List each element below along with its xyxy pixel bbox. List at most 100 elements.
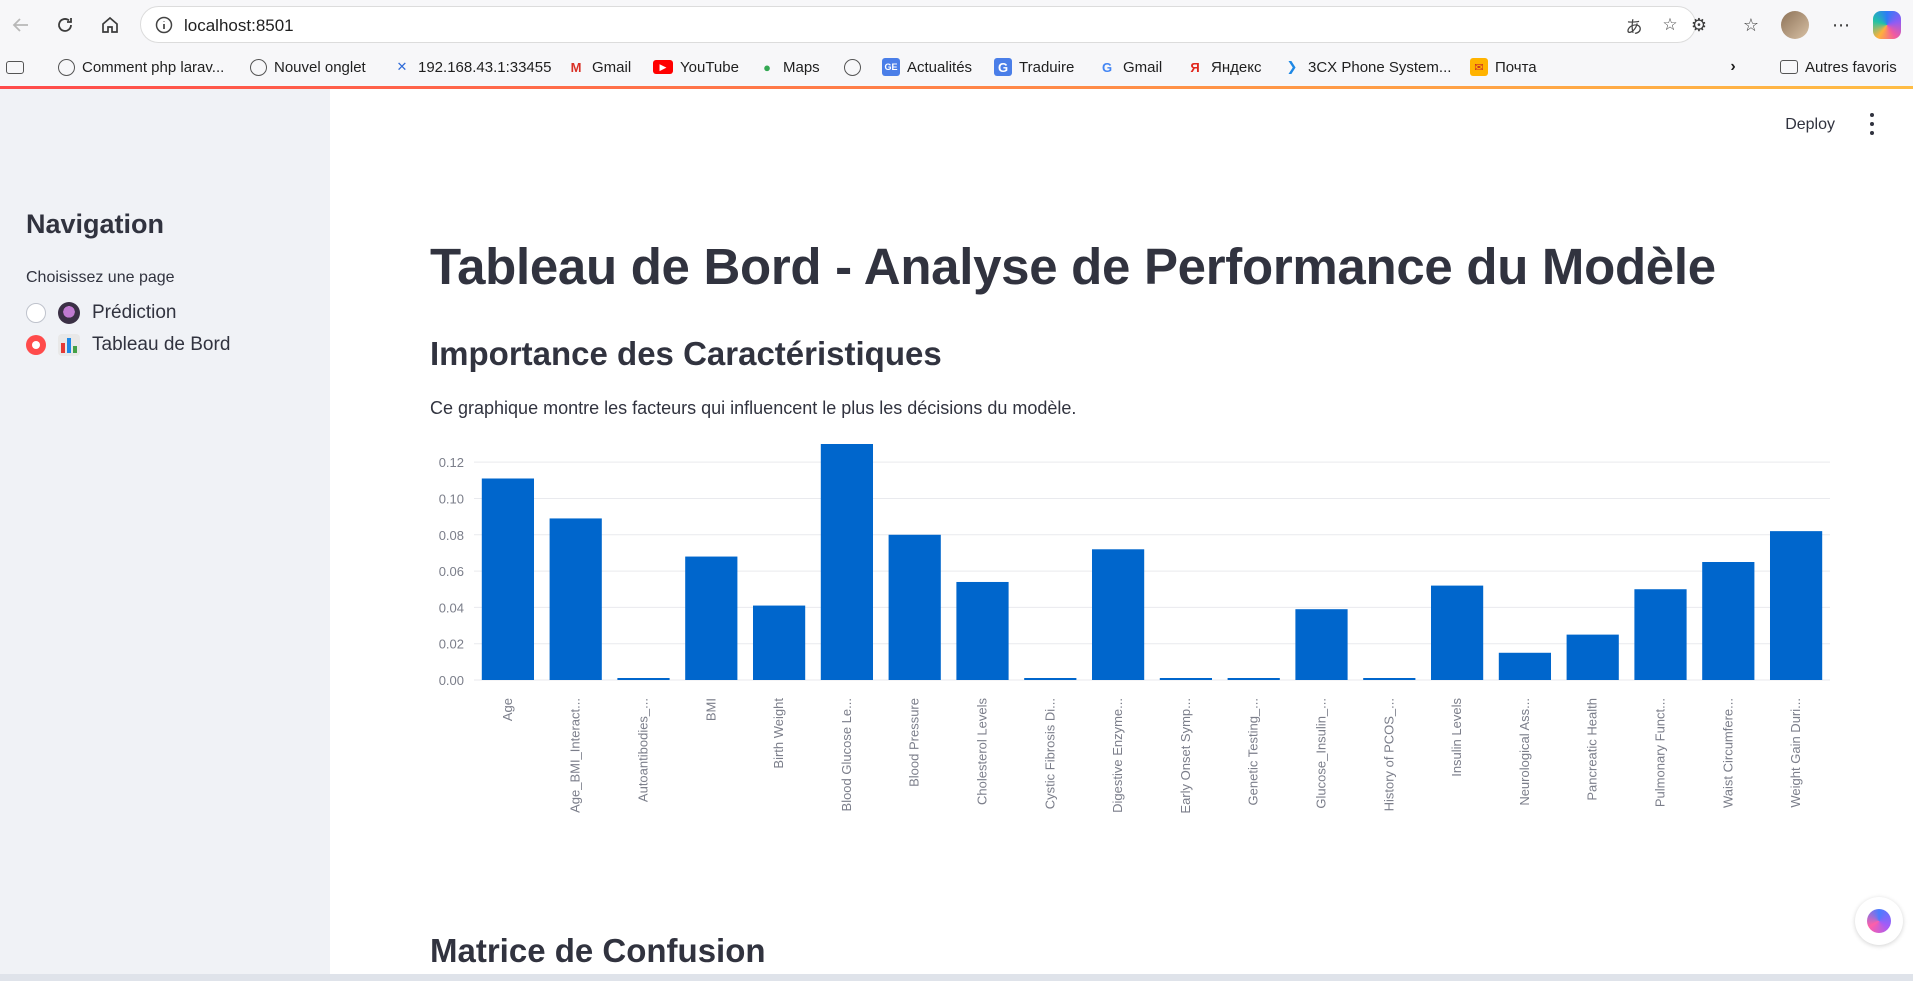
y-tick-label: 0.10 bbox=[439, 491, 464, 506]
bookmark-item[interactable]: G Gmail bbox=[1098, 56, 1162, 78]
main-menu-icon[interactable] bbox=[1869, 113, 1875, 135]
bookmark-item[interactable]: Comment php larav... bbox=[58, 56, 224, 78]
x-tick-label: Weight Gain Duri... bbox=[1788, 698, 1803, 808]
y-tick-label: 0.08 bbox=[439, 528, 464, 543]
bar[interactable] bbox=[1769, 531, 1823, 680]
x-tick-label: Age_BMI_Interact... bbox=[568, 698, 583, 813]
bar[interactable] bbox=[956, 581, 1009, 680]
x-tick-label: Age bbox=[500, 698, 515, 721]
bar[interactable] bbox=[1566, 634, 1619, 680]
bookmark-item[interactable] bbox=[844, 56, 868, 78]
x-tick-label: Autoantibodies_... bbox=[636, 698, 651, 802]
bar-chart-icon bbox=[58, 334, 80, 356]
home-icon[interactable] bbox=[95, 10, 125, 40]
x-tick-label: Birth Weight bbox=[771, 698, 786, 769]
app-accent-line bbox=[0, 86, 1913, 89]
y-tick-label: 0.02 bbox=[439, 637, 464, 652]
bar[interactable] bbox=[1702, 562, 1755, 680]
more-bookmarks-icon[interactable]: › bbox=[1730, 58, 1736, 75]
crystal-ball-icon bbox=[58, 302, 80, 324]
x-tick-label: Blood Glucose Le... bbox=[839, 698, 854, 811]
tab-actions-icon[interactable] bbox=[6, 56, 24, 78]
read-aloud-icon[interactable]: あ bbox=[1625, 17, 1643, 37]
bar[interactable] bbox=[1430, 585, 1484, 680]
copilot-icon[interactable] bbox=[1872, 10, 1902, 40]
deploy-button[interactable]: Deploy bbox=[1785, 116, 1835, 133]
bookmark-item[interactable]: G Traduire bbox=[994, 56, 1074, 78]
bar[interactable] bbox=[1634, 589, 1687, 680]
radio-option-label: Prédiction bbox=[92, 302, 177, 323]
bar[interactable] bbox=[1498, 652, 1552, 680]
section-title-confusion-matrix: Matrice de Confusion bbox=[430, 932, 766, 969]
refresh-icon[interactable] bbox=[50, 10, 80, 40]
address-bar[interactable]: localhost:8501 あ ☆ bbox=[140, 6, 1696, 43]
bar[interactable] bbox=[820, 444, 874, 680]
globe-icon bbox=[58, 58, 75, 76]
bookmark-item[interactable]: ● Maps bbox=[758, 56, 820, 78]
bookmark-item[interactable]: ✉ Почта bbox=[1470, 56, 1537, 78]
x-tick-label: Neurological Ass... bbox=[1517, 698, 1532, 806]
globe-icon bbox=[844, 58, 861, 76]
news-icon: GE bbox=[882, 58, 900, 76]
yandex-icon: Я bbox=[1190, 59, 1200, 75]
y-tick-label: 0.12 bbox=[439, 455, 464, 470]
bar[interactable] bbox=[617, 678, 670, 680]
x-tick-label: Pancreatic Health bbox=[1585, 698, 1600, 801]
x-tick-label: Early Onset Symp... bbox=[1178, 698, 1193, 814]
bookmark-item[interactable]: Nouvel onglet bbox=[250, 56, 366, 78]
x-tick-label: Insulin Levels bbox=[1449, 698, 1464, 777]
bar[interactable] bbox=[888, 534, 941, 680]
3cx-icon: ❯ bbox=[1286, 59, 1298, 74]
site-info-icon[interactable] bbox=[155, 16, 173, 34]
radio-button-selected[interactable] bbox=[26, 335, 46, 355]
radio-option-prediction[interactable]: Prédiction bbox=[26, 302, 177, 324]
youtube-icon: ▶ bbox=[653, 60, 673, 74]
radio-option-dashboard[interactable]: Tableau de Bord bbox=[26, 334, 230, 356]
y-tick-label: 0.00 bbox=[439, 673, 464, 688]
url-text[interactable]: localhost:8501 bbox=[184, 16, 294, 35]
assistant-button[interactable] bbox=[1855, 897, 1903, 945]
browser-toolbar: localhost:8501 あ ☆ ⚙ ☆ ⋯ bbox=[0, 0, 1913, 50]
bar[interactable] bbox=[1363, 678, 1416, 680]
bar[interactable] bbox=[1024, 678, 1077, 680]
mail-icon: ✉ bbox=[1470, 58, 1488, 76]
bookmark-item[interactable]: Я Яндекс bbox=[1186, 56, 1261, 78]
other-favorites[interactable]: Autres favoris bbox=[1780, 56, 1897, 78]
bar[interactable] bbox=[481, 478, 535, 680]
favorite-star-icon[interactable]: ☆ bbox=[1662, 15, 1678, 34]
favorites-icon[interactable]: ☆ bbox=[1742, 14, 1760, 35]
bookmark-item[interactable]: ▶ YouTube bbox=[653, 56, 739, 78]
x-tick-label: BMI bbox=[703, 698, 718, 721]
bar[interactable] bbox=[1159, 678, 1213, 680]
profile-avatar[interactable] bbox=[1780, 10, 1810, 40]
bookmark-item[interactable]: M Gmail bbox=[567, 56, 632, 78]
window-bottom-edge bbox=[0, 974, 1913, 981]
globe-icon bbox=[250, 58, 267, 76]
back-icon[interactable] bbox=[6, 10, 36, 40]
bar[interactable] bbox=[752, 605, 806, 680]
more-menu-icon[interactable]: ⋯ bbox=[1832, 14, 1850, 35]
extensions-icon[interactable]: ⚙ bbox=[1690, 14, 1708, 35]
x-tick-label: Cholesterol Levels bbox=[975, 698, 990, 805]
bar[interactable] bbox=[1295, 609, 1348, 680]
radio-option-label: Tableau de Bord bbox=[92, 334, 231, 355]
bar[interactable] bbox=[1227, 678, 1280, 680]
translate-icon: G bbox=[994, 58, 1012, 76]
radio-group-label: Choisissez une page bbox=[26, 269, 175, 286]
bar[interactable] bbox=[1091, 549, 1145, 680]
main-content: Deploy Tableau de Bord - Analyse de Perf… bbox=[330, 89, 1913, 974]
x-tick-label: Pulmonary Funct... bbox=[1653, 698, 1668, 807]
radio-button[interactable] bbox=[26, 303, 46, 323]
feature-importance-chart[interactable]: 0.00 0.02 0.04 0.06 0.08 0.10 0.12 Age Age_BMI_I… bbox=[420, 444, 1840, 954]
y-tick-label: 0.04 bbox=[439, 600, 464, 615]
page-title: Tableau de Bord - Analyse de Performance… bbox=[430, 238, 1716, 295]
bookmark-item[interactable]: ❯ 3CX Phone System... bbox=[1283, 56, 1452, 78]
bar[interactable] bbox=[685, 556, 738, 680]
sidebar: Navigation Choisissez une page Prédictio… bbox=[0, 89, 330, 974]
bookmark-item[interactable]: ✕ 192.168.43.1:33455 bbox=[393, 56, 552, 78]
folder-icon bbox=[1780, 60, 1798, 74]
section-title-feature-importance: Importance des Caractéristiques bbox=[430, 335, 942, 372]
bar[interactable] bbox=[549, 518, 602, 680]
section-description: Ce graphique montre les facteurs qui inf… bbox=[430, 398, 1077, 418]
bookmark-item[interactable]: GE Actualités bbox=[882, 56, 972, 78]
